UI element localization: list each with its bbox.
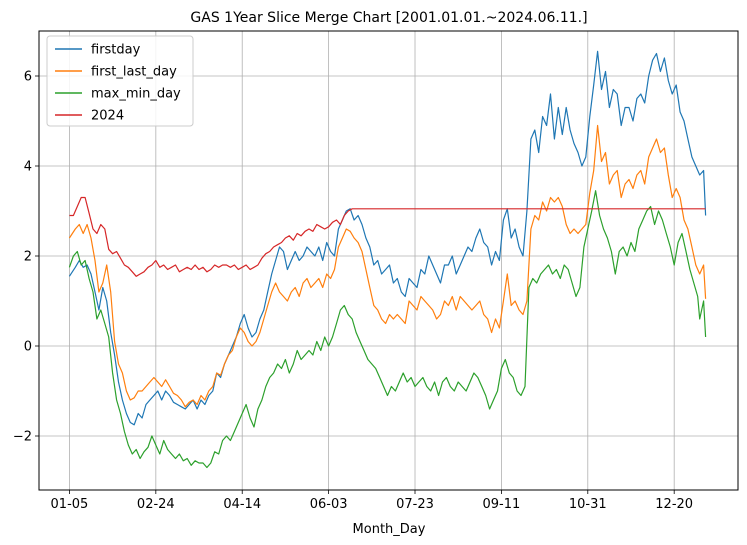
legend-label: first_last_day (91, 65, 177, 80)
x-tick-label: 06-03 (310, 497, 348, 512)
series-line-firstday (68, 50, 707, 426)
y-axis: −2 0 2 4 6 (13, 70, 39, 445)
legend-label: max_min_day (91, 87, 181, 102)
x-tick-label: 04-14 (223, 497, 261, 512)
y-tick-label: 0 (24, 340, 32, 355)
y-tick-label: 6 (24, 70, 32, 85)
legend-box (46, 35, 194, 127)
x-tick-label: 02-24 (137, 497, 175, 512)
x-tick-label: 09-11 (483, 497, 521, 512)
legend-label: firstday (91, 43, 141, 58)
series-line-max-min-day (68, 190, 707, 469)
plot-frame (38, 30, 739, 491)
y-tick-label: 4 (24, 160, 32, 175)
series-lines (68, 50, 707, 469)
series-line-first-last-day (68, 124, 707, 408)
legend-label: 2024 (91, 109, 124, 124)
x-axis: 01-05 02-24 04-14 06-03 07-23 09-11 10-31 12-20 (51, 490, 693, 512)
chart-title: GAS 1Year Slice Merge Chart [2001.01.01.… (190, 10, 587, 26)
x-tick-label: 12-20 (655, 497, 693, 512)
x-tick-label: 01-05 (51, 497, 89, 512)
x-tick-label: 10-31 (569, 497, 607, 512)
x-tick-label: 07-23 (396, 497, 434, 512)
legend: firstday first_last_day max_min_day 2024 (46, 35, 194, 127)
y-tick-label: 2 (24, 250, 32, 265)
y-tick-label: −2 (13, 430, 32, 445)
x-axis-label: Month_Day (353, 522, 426, 537)
series-line-2024 (69, 196, 706, 277)
